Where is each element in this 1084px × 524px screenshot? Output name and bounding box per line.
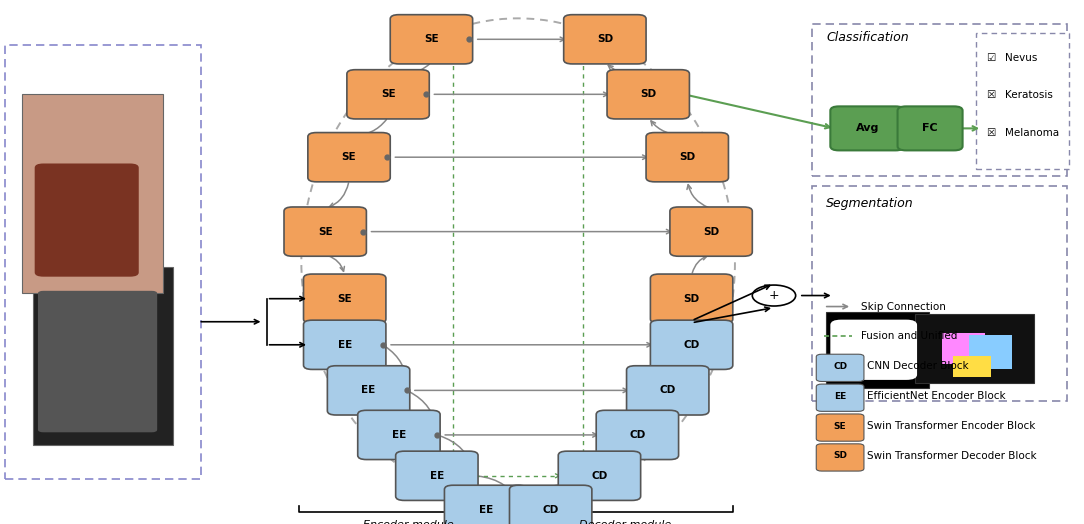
Text: SE: SE [424,34,439,45]
Text: SD: SD [641,89,656,100]
FancyBboxPatch shape [347,70,429,119]
Text: CD: CD [543,505,558,515]
Text: SD: SD [704,226,719,237]
Text: CD: CD [592,471,607,481]
FancyBboxPatch shape [830,106,904,150]
FancyBboxPatch shape [390,15,473,64]
Text: SD: SD [684,293,699,304]
Text: Melanoma: Melanoma [1005,128,1059,138]
FancyBboxPatch shape [915,314,1034,383]
FancyBboxPatch shape [812,186,1067,401]
FancyBboxPatch shape [596,410,679,460]
Text: Fusion and Unified: Fusion and Unified [861,331,957,342]
Text: CNN Decoder Block: CNN Decoder Block [867,361,969,372]
FancyBboxPatch shape [558,451,641,500]
FancyBboxPatch shape [33,267,173,445]
Text: Segmentation: Segmentation [826,197,914,210]
Text: EE: EE [391,430,406,440]
FancyBboxPatch shape [444,485,527,524]
Text: CD: CD [660,385,675,396]
FancyBboxPatch shape [284,207,366,256]
Text: EE: EE [834,391,847,401]
Text: Nevus: Nevus [1005,52,1037,63]
FancyBboxPatch shape [816,384,864,411]
FancyBboxPatch shape [953,356,991,377]
Text: EE: EE [429,471,444,481]
FancyBboxPatch shape [358,410,440,460]
FancyBboxPatch shape [564,15,646,64]
Text: EfficientNet Encoder Block: EfficientNet Encoder Block [867,391,1006,401]
FancyBboxPatch shape [607,70,689,119]
Text: SD: SD [597,34,612,45]
Text: ☑: ☑ [986,52,996,63]
Text: Decoder module: Decoder module [579,520,672,524]
Text: +: + [769,289,779,302]
Text: ☒: ☒ [986,128,996,138]
FancyBboxPatch shape [396,451,478,500]
FancyBboxPatch shape [646,133,728,182]
FancyBboxPatch shape [670,207,752,256]
Text: Keratosis: Keratosis [1005,90,1053,101]
Text: SE: SE [834,421,847,431]
Text: CD: CD [630,430,645,440]
Text: Avg: Avg [855,123,879,134]
FancyBboxPatch shape [969,335,1012,369]
FancyBboxPatch shape [942,333,985,364]
Text: EE: EE [361,385,376,396]
FancyBboxPatch shape [816,444,864,471]
Text: SD: SD [834,451,847,461]
FancyBboxPatch shape [627,366,709,415]
FancyBboxPatch shape [812,24,1067,176]
FancyBboxPatch shape [38,291,157,432]
Text: EE: EE [337,340,352,350]
Text: SE: SE [318,226,333,237]
FancyBboxPatch shape [826,312,929,388]
Text: FC: FC [922,123,938,134]
FancyBboxPatch shape [327,366,410,415]
FancyBboxPatch shape [898,106,963,150]
Text: SE: SE [380,89,396,100]
FancyBboxPatch shape [816,354,864,381]
FancyBboxPatch shape [650,320,733,369]
Text: Encoder module: Encoder module [363,520,454,524]
FancyBboxPatch shape [976,33,1069,169]
FancyBboxPatch shape [35,163,139,277]
Text: Classification: Classification [826,31,908,44]
FancyBboxPatch shape [304,274,386,323]
FancyBboxPatch shape [22,94,163,293]
Text: SD: SD [680,152,695,162]
Text: SE: SE [337,293,352,304]
FancyBboxPatch shape [830,320,917,380]
FancyBboxPatch shape [304,320,386,369]
Text: Swin Transformer Encoder Block: Swin Transformer Encoder Block [867,421,1035,431]
FancyBboxPatch shape [5,45,201,479]
Text: Skip Connection: Skip Connection [861,301,945,312]
Text: CD: CD [833,362,848,371]
Text: Swin Transformer Decoder Block: Swin Transformer Decoder Block [867,451,1036,461]
Text: CD: CD [684,340,699,350]
FancyBboxPatch shape [509,485,592,524]
Text: EE: EE [478,505,493,515]
Text: SE: SE [341,152,357,162]
FancyBboxPatch shape [816,414,864,441]
FancyBboxPatch shape [650,274,733,323]
Text: ☒: ☒ [986,90,996,101]
FancyBboxPatch shape [308,133,390,182]
